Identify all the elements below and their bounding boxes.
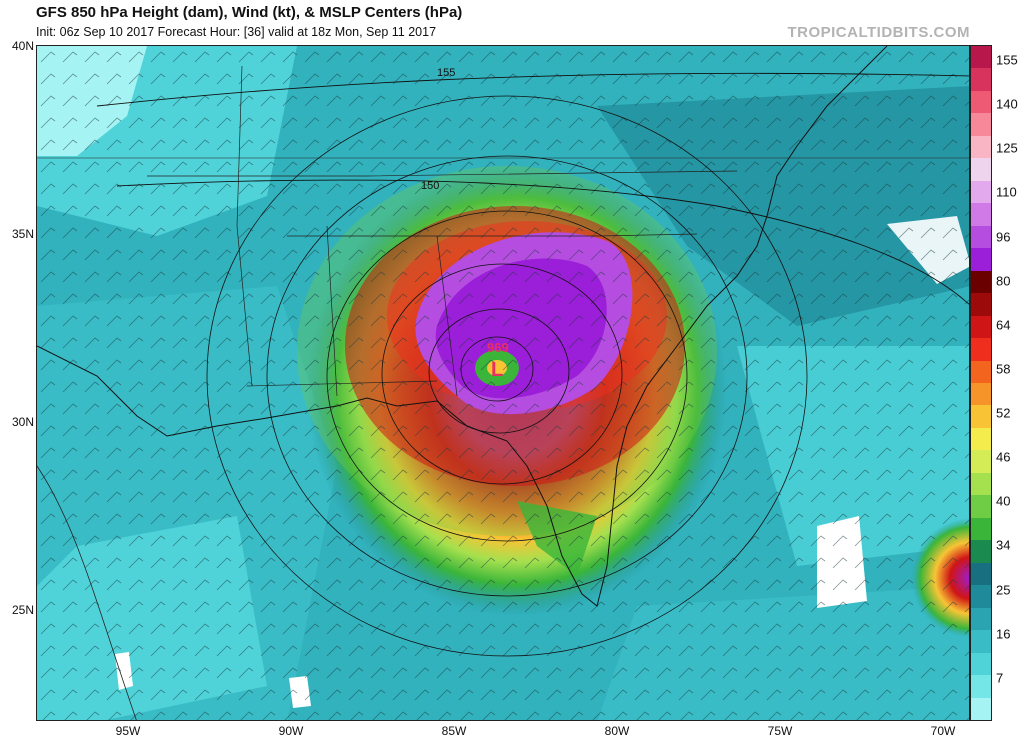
colorbar-segment <box>971 495 991 519</box>
lat-label-30n: 30N <box>11 415 34 429</box>
colorbar-segment <box>971 540 991 564</box>
colorbar-segment <box>971 360 991 384</box>
colorbar-label: 125 <box>996 140 1018 156</box>
lat-label-40n: 40N <box>11 39 34 53</box>
height-contour-150 <box>116 179 969 305</box>
colorbar-label: 16 <box>996 626 1011 642</box>
height-contour-155 <box>96 72 969 107</box>
colorbar-segment <box>971 68 991 92</box>
colorbar-segment <box>971 427 991 451</box>
colorbar-segment <box>971 225 991 249</box>
colorbar-segment <box>971 203 991 227</box>
colorbar-label: 155 <box>996 52 1018 68</box>
colorbar-segment <box>971 697 991 721</box>
colorbar-label: 52 <box>996 405 1011 421</box>
storm-pressure-label: 969 <box>487 340 509 355</box>
coastline <box>37 46 888 607</box>
colorbar-segment <box>971 652 991 676</box>
lon-label-85w: 85W <box>441 724 467 738</box>
contour-label-150: 150 <box>421 180 439 192</box>
colorbar-label: 25 <box>996 582 1011 598</box>
colorbar-segment <box>971 293 991 317</box>
lat-label-25n: 25N <box>11 603 34 617</box>
colorbar-segment <box>971 135 991 159</box>
colorbar-segment <box>971 113 991 137</box>
source-watermark: TROPICALTIDBITS.COM <box>787 24 970 41</box>
lon-label-70w: 70W <box>930 724 956 738</box>
wind-speed-colorbar <box>970 45 992 721</box>
lon-label-90w: 90W <box>278 724 304 738</box>
lon-label-80w: 80W <box>604 724 630 738</box>
colorbar-segment <box>971 630 991 654</box>
colorbar-segment <box>971 562 991 586</box>
colorbar-segment <box>971 450 991 474</box>
colorbar-segment <box>971 270 991 294</box>
colorbar-label: 140 <box>996 96 1018 112</box>
colorbar-segment <box>971 248 991 272</box>
colorbar-segment <box>971 472 991 496</box>
colorbar-segment <box>971 607 991 631</box>
colorbar-segment <box>971 383 991 406</box>
colorbar-label: 80 <box>996 273 1011 289</box>
colorbar-label: 58 <box>996 361 1011 377</box>
colorbar-segment <box>971 675 991 699</box>
colorbar-segment <box>971 338 991 362</box>
wind-speed-field: 155 150 969 L <box>37 46 969 720</box>
colorbar-segment <box>971 158 991 182</box>
colorbar-segment <box>971 46 991 69</box>
colorbar-segment <box>971 90 991 114</box>
low-pressure-symbol: L <box>491 359 503 381</box>
contour-label-155: 155 <box>437 67 455 79</box>
colorbar-label: 64 <box>996 317 1011 333</box>
colorbar-label: 110 <box>996 184 1017 200</box>
lat-label-35n: 35N <box>11 227 34 241</box>
colorbar-segment <box>971 585 991 609</box>
colorbar-segment <box>971 180 991 204</box>
colorbar-segment <box>971 517 991 541</box>
colorbar-segment <box>971 405 991 429</box>
map-subtitle: Init: 06z Sep 10 2017 Forecast Hour: [36… <box>36 25 437 39</box>
colorbar-segment <box>971 315 991 339</box>
weather-map: 155 150 969 L <box>36 45 970 721</box>
colorbar-label: 40 <box>996 493 1011 509</box>
colorbar-label: 7 <box>996 670 1004 686</box>
lon-label-75w: 75W <box>767 724 793 738</box>
lon-label-95w: 95W <box>115 724 141 738</box>
colorbar-label: 96 <box>996 229 1011 245</box>
colorbar-label: 46 <box>996 449 1011 465</box>
colorbar-label: 34 <box>996 537 1011 553</box>
map-title: GFS 850 hPa Height (dam), Wind (kt), & M… <box>36 4 463 21</box>
